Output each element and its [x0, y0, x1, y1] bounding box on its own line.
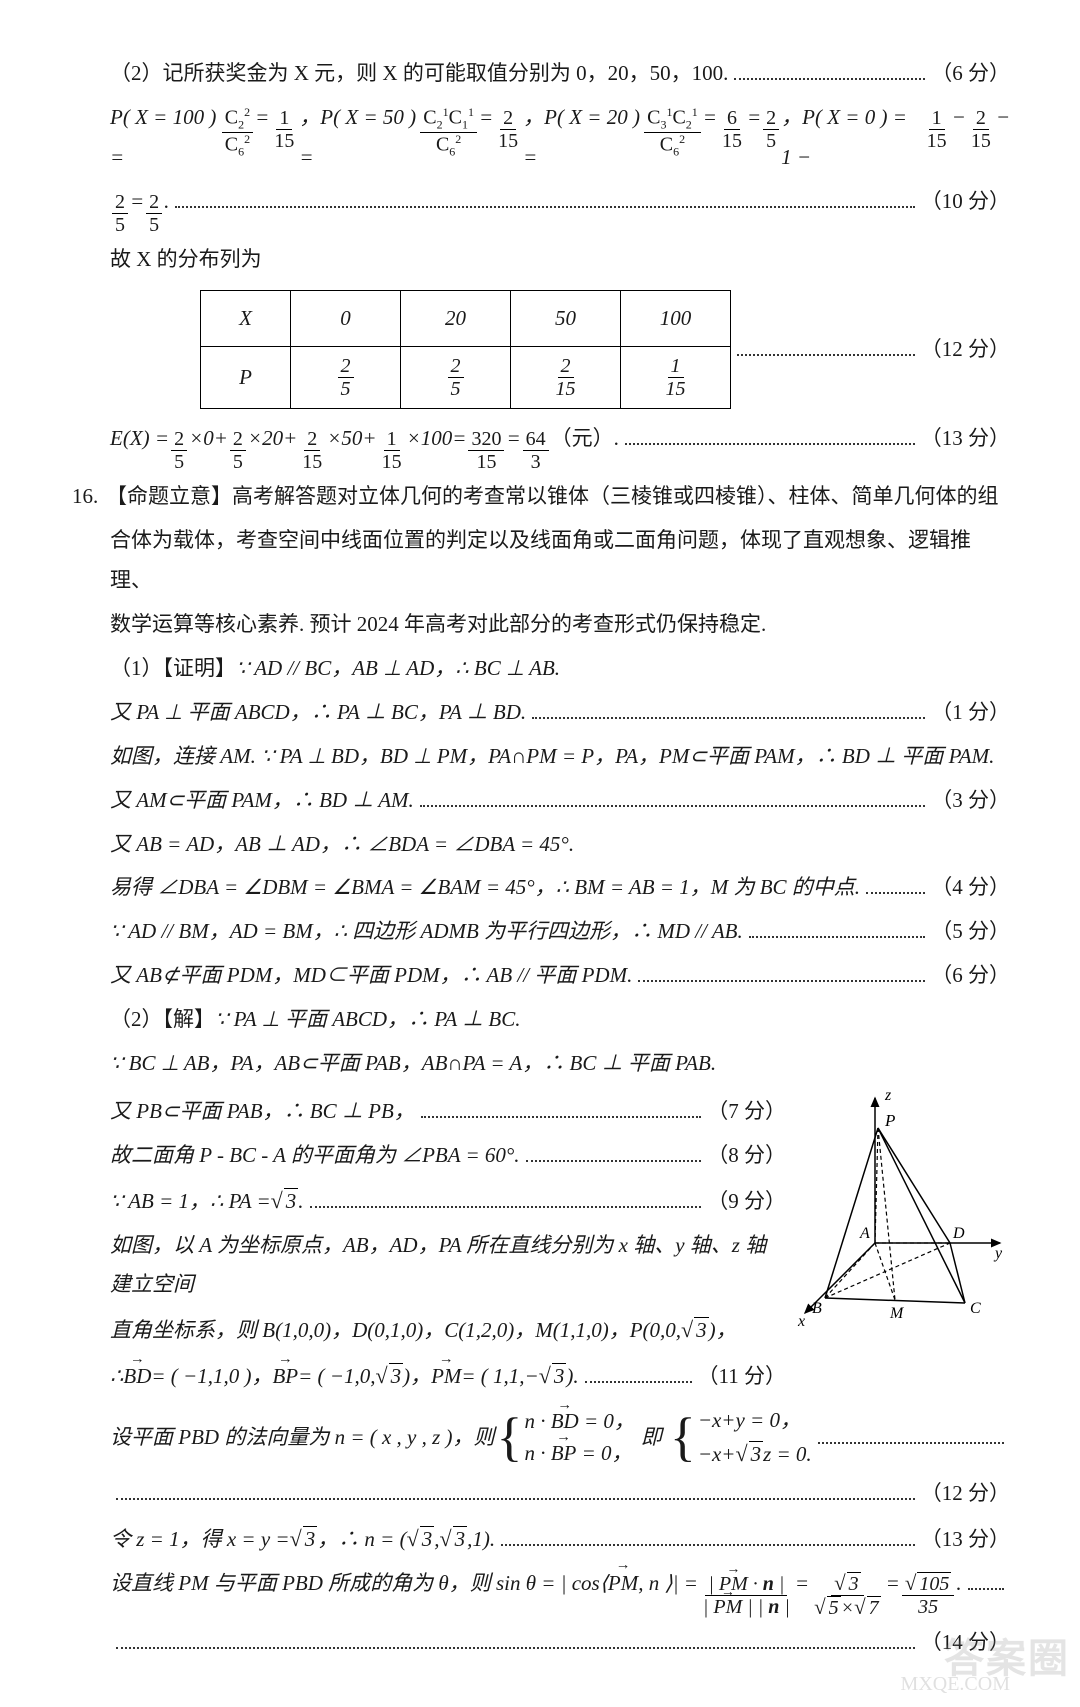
svg-text:D: D	[952, 1225, 965, 1242]
l15a: 直角坐标系，则 B(1,0,0)，D(0,1,0)，C(1,2,0)，M(1,1…	[110, 1311, 681, 1351]
q16-bold: 【命题立意】	[106, 477, 232, 517]
l3: 如图，连接 AM. ∵ PA ⊥ BD，BD ⊥ PM，PA∩PM = P，PA…	[110, 737, 994, 777]
frac-c21c11-c62: C21C11C62	[420, 106, 477, 159]
svg-text:P: P	[884, 1111, 895, 1130]
vec-bp: BP	[272, 1357, 298, 1397]
l5: 又 AB = AD，AB ⊥ AD，∴ ∠BDA = ∠DBA = 45°.	[110, 825, 574, 865]
table-row: P 25 25 215 115	[201, 347, 731, 409]
frac-c31c21-c62: C31C21C62	[644, 106, 701, 159]
brace-left: {	[497, 1416, 523, 1459]
vec-pm: PM	[431, 1357, 461, 1397]
svg-text:A: A	[859, 1225, 870, 1242]
th-20: 20	[401, 290, 511, 347]
l2a: 又 PA ⊥ 平面 ABCD，∴ PA ⊥ BC，PA ⊥ BD.	[110, 693, 526, 733]
th-p: P	[201, 347, 291, 409]
frac-2-15a: 215	[495, 107, 521, 152]
frac-2-15b: 215	[968, 107, 994, 152]
frac-r105-35: √105 35	[902, 1572, 955, 1618]
th-x: X	[201, 290, 291, 347]
l6: 易得 ∠DBA = ∠DBM = ∠BMA = ∠BAM = 45°，∴ BM …	[110, 868, 860, 908]
svg-text:B: B	[812, 1300, 822, 1317]
score-12a: （12 分）	[921, 330, 1010, 370]
l13a: ∵ AB = 1，∴ PA =	[110, 1182, 271, 1222]
q16-p3: 数学运算等核心素养. 预计 2024 年高考对此部分的考查形式仍保持稳定.	[110, 605, 766, 645]
score-6b: （6 分）	[931, 956, 1010, 996]
frac-2-5b: 25	[112, 191, 128, 236]
score-13b: （13 分）	[921, 1520, 1010, 1560]
frac-2-5c: 25	[146, 191, 162, 236]
p0-lhs: ，P( X = 0 ) = 1 −	[781, 98, 922, 178]
l1: ∵ AD // BC，AB ⊥ AD，∴ BC ⊥ AB.	[236, 649, 560, 689]
geometry-figure: z y x P A B C D M	[790, 1088, 1010, 1348]
l10: ∵ BC ⊥ AB，PA，AB⊂平面 PAB，AB∩PA = A，∴ BC ⊥ …	[110, 1044, 716, 1084]
score-1: （1 分）	[931, 693, 1010, 733]
svg-text:C: C	[970, 1300, 981, 1317]
brace-left2: {	[670, 1416, 696, 1459]
q16-num: 16.	[72, 477, 106, 517]
dotleader	[625, 433, 915, 446]
frac-1-15b: 115	[924, 107, 950, 152]
p20-lhs: ，P( X = 20 ) =	[523, 98, 642, 178]
frac-1-15: 115	[271, 107, 297, 152]
table-row: X 0 20 50 100	[201, 290, 731, 347]
sol-label: （2）【解】	[110, 1000, 215, 1040]
l8: 又 AB⊄平面 PDM，MD⊂平面 PDM，∴ AB // 平面 PDM.	[110, 956, 632, 996]
svg-text:z: z	[884, 1088, 892, 1104]
l11: 又 PB⊂平面 PAB，∴ BC ⊥ PB，	[110, 1092, 415, 1132]
proof-label: （1）【证明】	[110, 649, 236, 689]
l16a: ∴	[110, 1357, 123, 1397]
svg-text:x: x	[797, 1313, 805, 1330]
frac-2-5a: 25	[763, 107, 779, 152]
frac-c22-c62: C22C62	[222, 106, 253, 159]
score-9: （9 分）	[707, 1182, 786, 1222]
ex-lhs: E(X) =	[110, 419, 169, 459]
score-11: （11 分）	[698, 1357, 786, 1397]
l14: 如图，以 A 为坐标原点，AB，AD，PA 所在直线分别为 x 轴、y 轴、z …	[110, 1226, 786, 1306]
score-7: （7 分）	[707, 1092, 786, 1132]
dotleader	[175, 195, 914, 208]
score-12b: （12 分）	[921, 1474, 1010, 1514]
eq-period: .	[164, 182, 169, 222]
dist-caption: 故 X 的分布列为	[110, 240, 262, 280]
p50-lhs: ，P( X = 50 ) =	[299, 98, 418, 178]
score-3: （3 分）	[931, 781, 1010, 821]
svg-text:y: y	[993, 1245, 1003, 1262]
th-100: 100	[621, 290, 731, 347]
l9: ∵ PA ⊥ 平面 ABCD，∴ PA ⊥ BC.	[215, 1000, 520, 1040]
th-0: 0	[291, 290, 401, 347]
score-4: （4 分）	[931, 868, 1010, 908]
l17c: 即	[641, 1418, 662, 1458]
frac-pmn: | PM · n | | PM | | n |	[700, 1573, 793, 1618]
l12: 故二面角 P - BC - A 的平面角为 ∠PBA = 60°.	[110, 1136, 520, 1176]
watermark-url: MXQE.COM	[901, 1665, 1010, 1703]
score-13a: （13 分）	[921, 419, 1010, 459]
score-6: （6 分）	[931, 54, 1010, 94]
q16-p1: 高考解答题对立体几何的考查常以锥体（三棱锥或四棱锥）、柱体、简单几何体的组	[232, 477, 999, 517]
frac-r3-57: √3 √5×√7	[811, 1572, 884, 1619]
l4: 又 AM⊂平面 PAM，∴ BD ⊥ AM.	[110, 781, 414, 821]
ex-tail: （元）.	[551, 419, 619, 459]
l13b: .	[298, 1182, 303, 1222]
svg-text:M: M	[889, 1305, 905, 1322]
frac-6-15: 615	[719, 107, 745, 152]
score-8: （8 分）	[707, 1136, 786, 1176]
q15-intro: （2）记所获奖金为 X 元，则 X 的可能取值分别为 0，20，50，100.	[110, 54, 728, 94]
l17a: 设平面 PBD 的法向量为 n = ( x , y , z )，则	[110, 1418, 495, 1458]
vec-bd: BD	[123, 1357, 151, 1397]
dotleader	[734, 67, 925, 80]
p100-lhs: P( X = 100 ) =	[110, 98, 220, 178]
l15b: )，	[709, 1311, 737, 1351]
score-5: （5 分）	[931, 912, 1010, 952]
distribution-table: X 0 20 50 100 P 25 25 215 115	[200, 290, 731, 410]
score-10: （10 分）	[921, 182, 1010, 222]
dotleader	[737, 343, 915, 356]
q16-p2: 合体为载体，考查空间中线面位置的判定以及线面角或二面角问题，体现了直观想象、逻辑…	[110, 521, 1010, 601]
l18a: 令 z = 1，得 x = y =	[110, 1520, 290, 1560]
l19a: 设直线 PM 与平面 PBD 所成的角为 θ，则 sin θ = | cos⟨	[110, 1564, 608, 1604]
l7: ∵ AD // BM，AD = BM，∴ 四边形 ADMB 为平行四边形，∴ M…	[110, 912, 743, 952]
th-50: 50	[511, 290, 621, 347]
